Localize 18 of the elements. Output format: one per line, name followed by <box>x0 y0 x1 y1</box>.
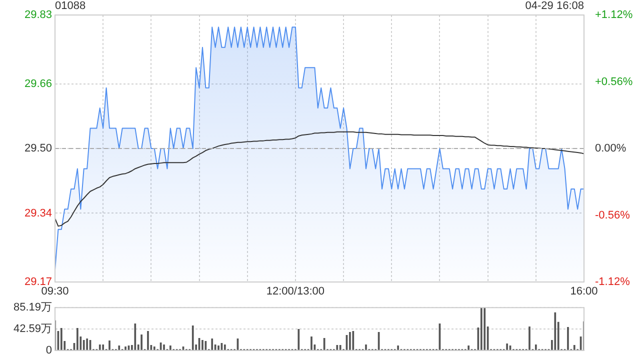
y-tick-label: 29.34 <box>24 207 52 220</box>
y-tick-label: 0 <box>46 344 52 356</box>
y-tick-label: 29.66 <box>24 78 52 90</box>
x-tick-label: 09:30 <box>41 286 69 298</box>
y-tick-label: 29.83 <box>24 9 52 22</box>
y2-tick-label: +0.56% <box>595 76 633 88</box>
y-tick-label: 85.19万 <box>13 302 52 314</box>
y2-tick-label: -0.56% <box>595 209 630 222</box>
y2-tick-label: 0.00% <box>595 142 626 155</box>
y-tick-label: 29.50 <box>24 142 52 155</box>
y-tick-label: 42.59万 <box>13 323 52 336</box>
chart-title: 01088 <box>55 0 86 12</box>
x-tick-label: 12:00/13:00 <box>266 286 325 298</box>
x-tick-label: 16:00 <box>570 286 598 298</box>
text: 04-29 16:08 <box>525 0 584 12</box>
y-tick-label: 29.17 <box>24 276 52 288</box>
y2-tick-label: -1.12% <box>595 276 630 288</box>
y2-tick-label: +1.12% <box>595 9 633 22</box>
